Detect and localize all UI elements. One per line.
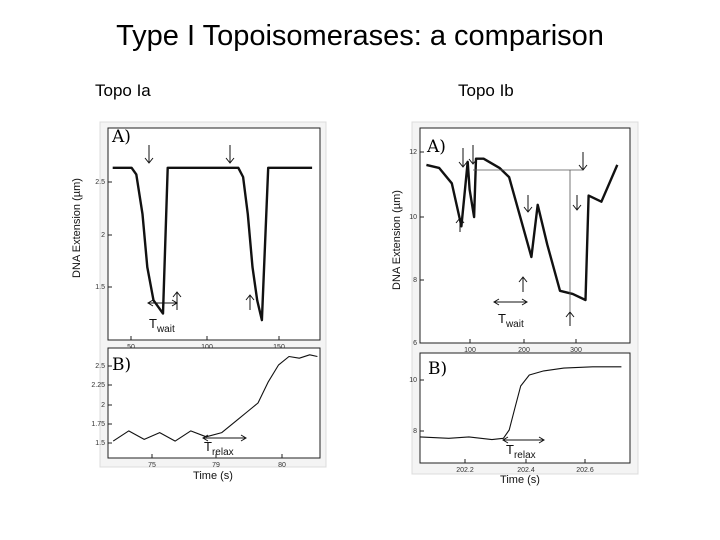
ia-a-twait-label-sub: wait — [156, 324, 175, 335]
ia_B-ytick-label: 2.5 — [95, 363, 105, 370]
ia-a-down-arrow-2-head — [225, 157, 235, 164]
ia_A-series-line — [112, 166, 313, 322]
ia-b-trelax-label: Trelax — [204, 439, 234, 458]
ia-b-trelax-span-head-right — [240, 434, 247, 442]
ib_B-series-line — [419, 366, 622, 441]
ib_A-ytick-label: 10 — [409, 214, 417, 221]
ib-a-up-arrow-1-head — [455, 217, 465, 224]
ib-b-trelax-span-head-right — [538, 436, 545, 444]
ia_B-xtick-label: 80 — [278, 462, 286, 469]
ia_B-series-line — [112, 354, 318, 442]
ib_A-ytick-label: 6 — [413, 340, 417, 347]
ib-b-trelax-span-head-left — [502, 436, 509, 444]
ia_A-ylabel: DNA Extension (µm) — [71, 178, 83, 278]
ia-a-twait-span-head-right — [171, 299, 178, 307]
ia_B-ytick-label: 2.25 — [91, 382, 105, 389]
ib-b-trelax-label: Trelax — [506, 442, 536, 461]
ib-b-trelax-label-sub: relax — [514, 450, 536, 461]
ia-a-up-arrow-1-head — [172, 291, 182, 298]
ib-b-trelax-label-main: T — [506, 442, 514, 457]
heading-topo-ia: Topo Ia — [95, 81, 151, 100]
ib-a-twait-label: Twait — [498, 311, 524, 330]
ib_B-ytick-label: 10 — [409, 377, 417, 384]
ib_B-xtick-label: 202.2 — [456, 467, 474, 474]
ib_A-ytick-label: 12 — [409, 149, 417, 156]
ia_B-xtick-label: 75 — [148, 462, 156, 469]
ia_B-xlabel: Time (s) — [193, 470, 233, 482]
ib-a-down-arrow-1-head — [458, 161, 468, 168]
ia_A-panel-label: A) — [111, 127, 131, 147]
ia_A-ytick-label: 1.5 — [95, 284, 105, 291]
ib_B-ytick-label: 8 — [413, 428, 417, 435]
ib_B-plot-frame — [419, 352, 631, 464]
ia_A-plot-frame — [107, 127, 321, 341]
ib_B-xtick-label: 202.6 — [576, 467, 594, 474]
ia_B-ytick-label: 1.5 — [95, 440, 105, 447]
ia-b-trelax-label-main: T — [204, 439, 212, 454]
ib_B-xtick-label: 202.4 — [517, 467, 535, 474]
ib_A-xtick-label: 200 — [518, 347, 530, 354]
ia_B-plot-frame — [107, 347, 321, 459]
ib_A-ylabel: DNA Extension (µm) — [391, 190, 403, 290]
ia-a-up-arrow-2-head — [245, 294, 255, 301]
ib-a-up-arrow-2-head — [518, 276, 528, 283]
ib_A-series-line — [426, 157, 619, 302]
ia_A-ytick-label: 2.5 — [95, 179, 105, 186]
ib_A-xtick-label: 100 — [464, 347, 476, 354]
ib_A-ytick-label: 8 — [413, 277, 417, 284]
ib-a-twait-span-head-right — [521, 298, 528, 306]
ia_B-xtick-label: 79 — [212, 462, 220, 469]
ia-a-twait-label-main: T — [149, 316, 157, 331]
ia_A-ytick-label: 2 — [101, 232, 105, 239]
ia-b-trelax-span-head-left — [202, 434, 209, 442]
ia-a-twait-span-head-left — [147, 299, 154, 307]
ia-a-down-arrow-1-head — [144, 157, 154, 164]
ib_B-panel-label: B) — [428, 359, 447, 379]
ib-a-twait-span-head-left — [493, 298, 500, 306]
ib_A-panel-label: A) — [426, 137, 446, 157]
ib-a-down-arrow-2-head — [468, 158, 478, 165]
heading-topo-ib: Topo Ib — [458, 81, 514, 100]
ib_B-xlabel: Time (s) — [500, 474, 540, 486]
ib-a-down-arrow-3-head — [523, 206, 533, 213]
slide-title: Type I Topoisomerases: a comparison — [116, 20, 604, 52]
ia-b-trelax-label-sub: relax — [212, 447, 234, 458]
ia_B-panel-label: B) — [112, 355, 131, 375]
ib-a-twait-label-sub: wait — [505, 319, 524, 330]
ib_A-xtick-label: 300 — [570, 347, 582, 354]
ia_B-ytick-label: 1.75 — [91, 421, 105, 428]
ia_B-ytick-label: 2 — [101, 402, 105, 409]
ib-a-twait-label-main: T — [498, 311, 506, 326]
ib-a-down-arrow-5-head — [572, 204, 582, 211]
ia-a-twait-label: Twait — [149, 316, 175, 335]
